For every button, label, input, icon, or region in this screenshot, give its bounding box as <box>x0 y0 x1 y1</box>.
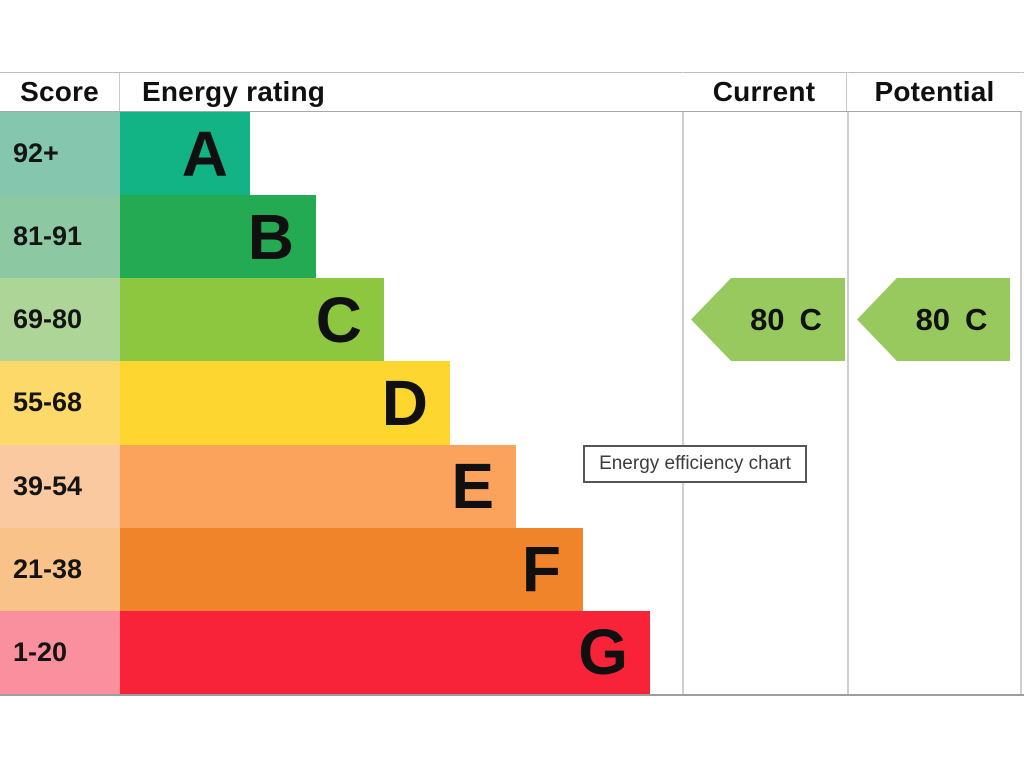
potential-band-letter: C <box>965 301 988 337</box>
rating-bar: B <box>120 195 316 279</box>
epc-band-row-c: 69-80 C <box>0 278 683 362</box>
potential-rating-arrow: 80 C <box>857 278 1010 361</box>
rating-letter: D <box>381 366 428 439</box>
rating-bands: 92+ A 81-91 B 69-80 C 55-68 D 39-54 E 21… <box>0 112 683 694</box>
score-range-label: 55-68 <box>0 361 120 445</box>
rating-bar: F <box>120 527 583 611</box>
rating-letter: G <box>578 616 628 689</box>
column-divider-potential <box>847 72 849 695</box>
rating-letter: A <box>181 117 228 190</box>
header-potential: Potential <box>874 76 995 107</box>
score-range-label: 69-80 <box>0 278 120 362</box>
score-range-label: 39-54 <box>0 444 120 528</box>
score-range-label: 1-20 <box>0 610 120 694</box>
rating-letter: B <box>247 200 294 273</box>
current-band-letter: C <box>799 301 822 337</box>
score-range-label: 92+ <box>0 112 120 196</box>
column-divider-current <box>682 72 684 695</box>
current-score-value: 80 <box>750 301 785 337</box>
score-range-label: 21-38 <box>0 527 120 611</box>
chart-tooltip: Energy efficiency chart <box>583 445 807 483</box>
table-right-border <box>1020 72 1022 695</box>
epc-band-row-g: 1-20 G <box>0 610 683 694</box>
rating-bar: C <box>120 278 384 362</box>
rating-letter: F <box>521 533 561 606</box>
rating-bar: E <box>120 444 516 528</box>
epc-band-row-d: 55-68 D <box>0 361 683 445</box>
potential-score-value: 80 <box>915 301 951 337</box>
epc-band-row-f: 21-38 F <box>0 527 683 611</box>
rating-bar: D <box>120 361 450 445</box>
current-rating-arrow: 80 C <box>691 278 845 361</box>
table-bottom-border <box>0 694 1024 696</box>
header-score: Score <box>0 73 120 111</box>
table-top-border <box>0 72 1024 73</box>
epc-band-row-e: 39-54 E <box>0 444 683 528</box>
rating-letter: E <box>451 450 494 523</box>
table-header: Score Energy rating Current Potential <box>0 73 1022 112</box>
epc-band-row-b: 81-91 B <box>0 195 683 279</box>
rating-bar: G <box>120 610 650 694</box>
epc-band-row-a: 92+ A <box>0 112 683 196</box>
rating-bar: A <box>120 112 250 196</box>
header-current: Current <box>682 73 847 111</box>
header-energy-rating: Energy rating <box>142 76 326 107</box>
rating-letter: C <box>315 283 362 356</box>
score-range-label: 81-91 <box>0 195 120 279</box>
